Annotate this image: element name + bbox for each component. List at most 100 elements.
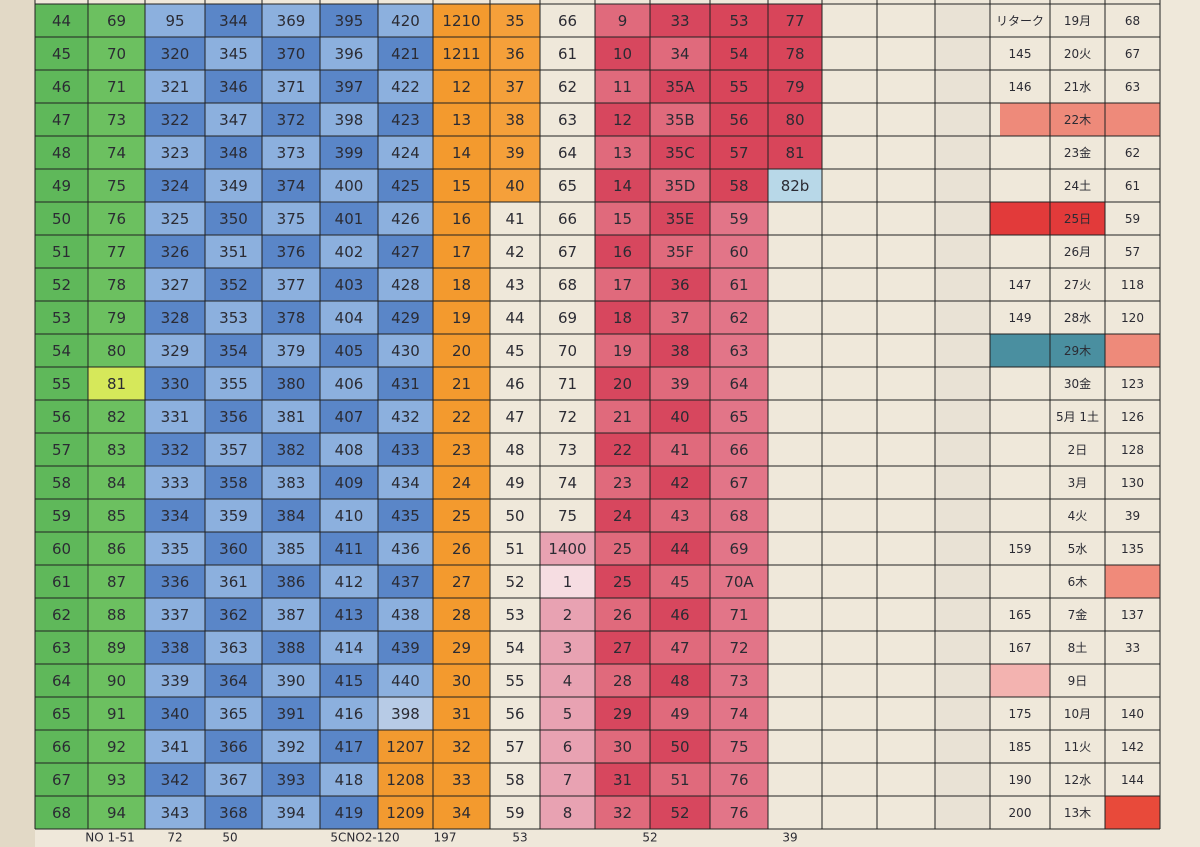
cell-fill [320, 103, 378, 136]
cell-fill [35, 565, 88, 598]
cell-fill [540, 796, 595, 829]
cell-text: 56 [52, 408, 71, 426]
cell-fill [710, 37, 768, 70]
cell-fill [433, 499, 490, 532]
cell-text: 40 [670, 408, 689, 426]
cell-text: 71 [729, 606, 748, 624]
cell-text: 387 [277, 606, 306, 624]
cell-text: 94 [107, 804, 126, 822]
note-text: 3月 [1068, 476, 1088, 490]
note-text: 67 [1125, 47, 1140, 61]
cell-text: 18 [613, 309, 632, 327]
cell-text: 425 [391, 177, 420, 195]
cell-text: 83 [107, 441, 126, 459]
cell-fill [595, 664, 650, 697]
cell-text: 65 [558, 177, 577, 195]
cell-text: 47 [52, 111, 71, 129]
cell-text: 17 [452, 243, 471, 261]
cell-text: 422 [391, 78, 420, 96]
cell-fill [710, 499, 768, 532]
cell-fill [35, 730, 88, 763]
cell-text: 74 [729, 705, 748, 723]
footer-note: NO 1-51 [85, 831, 134, 845]
cell-text: 322 [161, 111, 190, 129]
cell-text: 85 [107, 507, 126, 525]
cell-text: 323 [161, 144, 190, 162]
cell-fill [262, 334, 320, 367]
note-text: 33 [1125, 641, 1140, 655]
cell-text: 370 [277, 45, 306, 63]
cell-text: 54 [505, 639, 524, 657]
note-text: 128 [1121, 443, 1144, 457]
cell-text: 55 [52, 375, 71, 393]
cell-fill [433, 37, 490, 70]
note-text: 62 [1125, 146, 1140, 160]
cell-text: 338 [161, 639, 190, 657]
cell-text: 70 [558, 342, 577, 360]
note-text: 25日 [1064, 212, 1091, 226]
note-text: 6木 [1068, 575, 1088, 589]
cell-text: 435 [391, 507, 420, 525]
cell-fill [88, 697, 145, 730]
cell-text: 19 [613, 342, 632, 360]
footer-note: 72 [167, 831, 182, 845]
cell-fill [320, 565, 378, 598]
cell-fill [378, 268, 433, 301]
cell-fill [145, 235, 205, 268]
cell-text: 401 [335, 210, 364, 228]
cell-text: 434 [391, 474, 420, 492]
cell-text: 50 [505, 507, 524, 525]
cell-text: 366 [219, 738, 248, 756]
cell-fill [88, 37, 145, 70]
cell-text: 405 [335, 342, 364, 360]
cell-fill [595, 268, 650, 301]
cell-text: 64 [52, 672, 71, 690]
cell-text: 380 [277, 375, 306, 393]
cell-text: 20 [613, 375, 632, 393]
cell-fill [710, 169, 768, 202]
cell-text: 36 [505, 45, 524, 63]
cell-text: 420 [391, 12, 420, 30]
cell-text: 430 [391, 342, 420, 360]
cell-text: 28 [452, 606, 471, 624]
cell-text: 25 [613, 573, 632, 591]
cell-fill [595, 235, 650, 268]
cell-fill [540, 697, 595, 730]
cell-fill [88, 598, 145, 631]
cell-fill [650, 730, 710, 763]
cell-text: 46 [670, 606, 689, 624]
cell-text: 22 [613, 441, 632, 459]
cell-text: 35D [665, 177, 696, 195]
cell-text: 52 [505, 573, 524, 591]
cell-fill [710, 433, 768, 466]
cell-text: 71 [558, 375, 577, 393]
cell-fill [262, 631, 320, 664]
cell-text: 53 [729, 12, 748, 30]
cell-text: 390 [277, 672, 306, 690]
cell-text: 91 [107, 705, 126, 723]
cell-fill [595, 433, 650, 466]
note-text: 120 [1121, 311, 1144, 325]
cell-fill [595, 631, 650, 664]
cell-fill [145, 532, 205, 565]
cell-text: 76 [729, 771, 748, 789]
cell-text: 391 [277, 705, 306, 723]
cell-text: 57 [729, 144, 748, 162]
cell-fill [650, 202, 710, 235]
cell-fill [205, 37, 262, 70]
cell-fill [768, 103, 822, 136]
note-text: 23金 [1064, 145, 1091, 160]
cell-text: 46 [52, 78, 71, 96]
cell-text: 379 [277, 342, 306, 360]
cell-fill [540, 730, 595, 763]
cell-text: 7 [563, 771, 573, 789]
cell-fill [145, 367, 205, 400]
cell-fill [35, 367, 88, 400]
cell-text: 381 [277, 408, 306, 426]
cell-text: 404 [335, 309, 364, 327]
cell-fill [378, 466, 433, 499]
note-text: 142 [1121, 740, 1144, 754]
cell-fill [205, 301, 262, 334]
cell-text: 79 [107, 309, 126, 327]
cell-text: 340 [161, 705, 190, 723]
